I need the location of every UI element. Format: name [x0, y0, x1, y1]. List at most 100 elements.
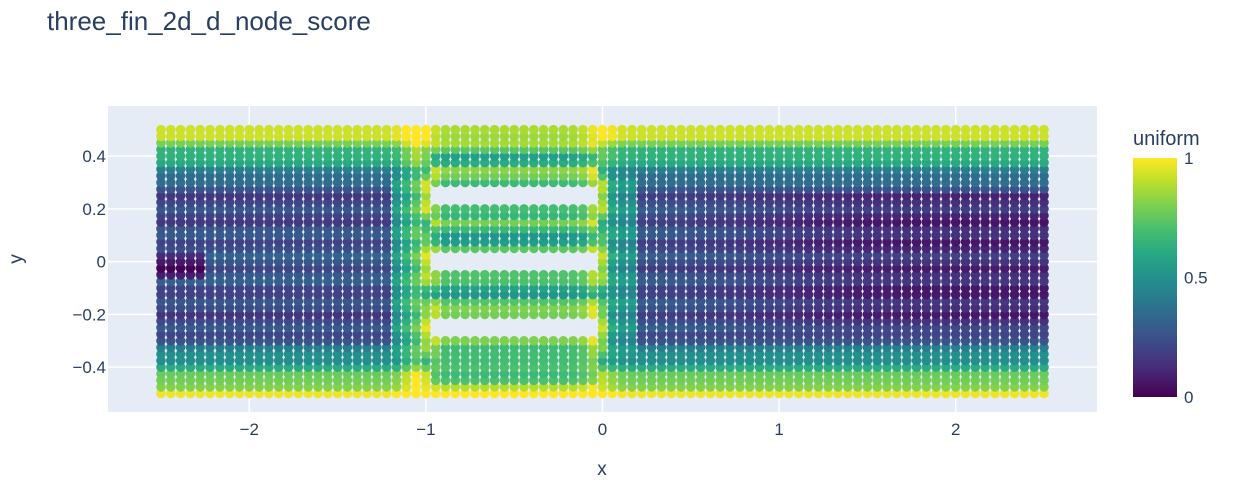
data-point — [421, 138, 431, 148]
data-point — [715, 355, 725, 366]
data-point — [273, 151, 284, 161]
data-point — [960, 296, 971, 307]
data-point — [892, 336, 902, 346]
data-point — [381, 250, 392, 260]
data-point — [254, 263, 264, 274]
data-point — [882, 256, 892, 267]
data-point — [950, 164, 961, 175]
data-point — [1000, 197, 1010, 208]
data-point — [1019, 289, 1030, 300]
data-point — [509, 283, 519, 293]
data-point — [793, 230, 804, 241]
data-point — [411, 237, 421, 247]
data-point — [725, 144, 735, 155]
data-point — [293, 362, 304, 373]
data-point — [156, 283, 166, 293]
data-point — [352, 303, 363, 313]
data-point — [862, 250, 873, 260]
data-point — [578, 303, 588, 313]
data-point — [852, 349, 863, 359]
data-point — [852, 388, 863, 399]
data-point — [872, 124, 882, 135]
data-point — [843, 177, 853, 188]
colorbar-tick-label: 0.5 — [1184, 269, 1208, 288]
data-point — [597, 210, 608, 221]
data-point — [509, 138, 519, 148]
plot-area[interactable] — [108, 106, 1097, 412]
data-point — [990, 197, 1000, 208]
data-point — [175, 190, 186, 201]
data-point — [440, 177, 451, 188]
data-point — [342, 316, 353, 326]
data-point — [892, 190, 902, 201]
data-point — [156, 329, 166, 340]
data-point — [705, 210, 716, 221]
data-point — [254, 289, 264, 300]
data-point — [303, 303, 314, 313]
data-point — [921, 355, 932, 366]
data-point — [185, 250, 196, 260]
data-point — [754, 210, 765, 221]
data-point — [1000, 342, 1010, 353]
data-point — [283, 270, 294, 280]
data-point — [803, 355, 814, 366]
data-point — [195, 296, 205, 307]
data-point — [205, 329, 215, 340]
data-point — [401, 316, 412, 326]
data-point — [313, 355, 323, 366]
data-point — [234, 270, 245, 280]
data-point — [646, 217, 657, 227]
data-point — [480, 210, 490, 221]
data-point — [646, 316, 657, 326]
data-point — [744, 151, 755, 161]
data-point — [1000, 270, 1010, 280]
data-point — [803, 177, 814, 188]
data-point — [921, 164, 932, 175]
data-point — [273, 223, 284, 234]
data-point — [784, 283, 794, 293]
data-point — [381, 197, 392, 208]
data-point — [529, 303, 539, 313]
data-point — [754, 362, 765, 373]
data-point — [273, 296, 284, 307]
data-point — [391, 382, 402, 392]
data-point — [234, 177, 245, 188]
data-point — [666, 336, 676, 346]
data-point — [587, 369, 598, 379]
data-point — [332, 256, 343, 267]
data-point — [686, 256, 696, 267]
x-axis-ticks: −2 −1 0 1 2 — [240, 420, 961, 439]
data-point — [813, 303, 824, 313]
data-point — [156, 369, 166, 379]
data-point — [548, 296, 559, 307]
data-point — [244, 250, 255, 260]
data-point — [793, 388, 804, 399]
data-point — [1029, 131, 1039, 142]
data-point — [803, 171, 814, 181]
data-point — [509, 124, 519, 135]
data-point — [558, 342, 569, 353]
data-point — [450, 144, 461, 155]
data-point — [1000, 131, 1010, 142]
data-point — [980, 230, 990, 241]
data-point — [735, 197, 745, 208]
data-point — [901, 171, 912, 181]
data-point — [705, 289, 716, 300]
data-point — [784, 223, 794, 234]
data-point — [843, 157, 853, 168]
data-point — [813, 124, 824, 135]
data-point — [862, 171, 873, 181]
y-tick-label: 0 — [97, 253, 106, 272]
data-point — [480, 336, 490, 346]
data-point — [597, 177, 608, 188]
data-point — [970, 342, 981, 353]
data-point — [1039, 316, 1049, 326]
data-point — [980, 177, 990, 188]
data-point — [332, 164, 343, 175]
data-point — [686, 230, 696, 241]
data-point — [892, 329, 902, 340]
data-point — [215, 329, 225, 340]
data-point — [313, 124, 323, 135]
data-point — [489, 237, 500, 247]
data-point — [656, 362, 667, 373]
